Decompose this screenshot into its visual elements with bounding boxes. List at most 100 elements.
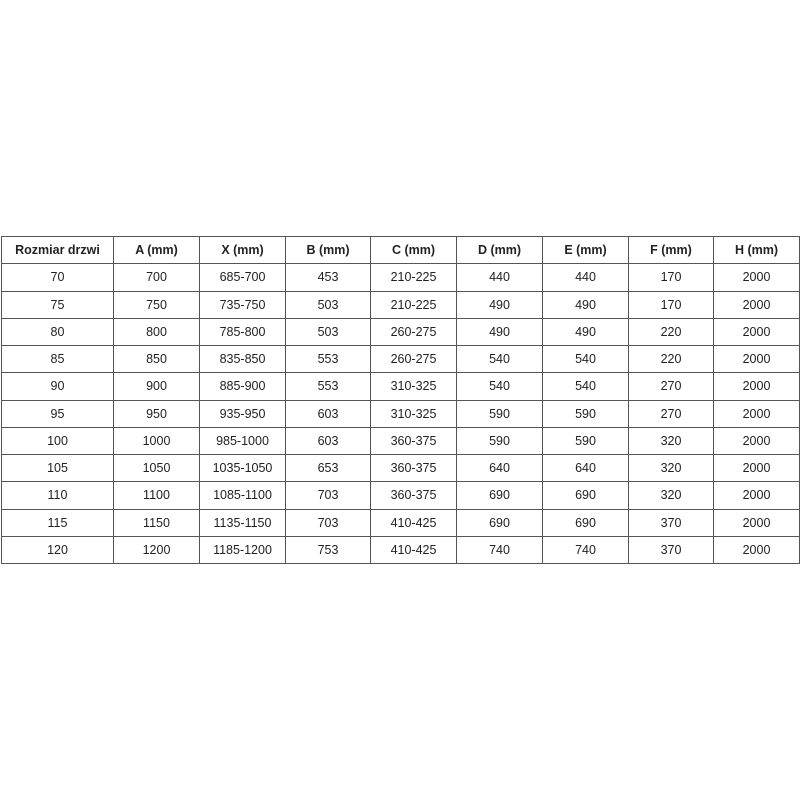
table-cell: 105 bbox=[1, 453, 114, 483]
table-cell: 85 bbox=[1, 344, 114, 374]
table-cell: 703 bbox=[285, 481, 371, 510]
table-cell: 260-275 bbox=[370, 344, 457, 374]
table-cell: 115 bbox=[1, 508, 114, 537]
table-cell: 540 bbox=[542, 372, 629, 401]
dimensions-table: Rozmiar drzwi A (mm) X (mm) B (mm) C (mm) D (… bbox=[1, 235, 800, 565]
table-row: 90 900 885-900 553 310-325 540 540 270 2000 bbox=[1, 372, 800, 401]
table-cell: 210-225 bbox=[370, 263, 457, 292]
column-header: H (mm) bbox=[713, 235, 800, 265]
table-cell: 900 bbox=[113, 372, 200, 401]
table-cell: 2000 bbox=[713, 426, 800, 456]
table-cell: 410-425 bbox=[370, 508, 457, 537]
table-cell: 100 bbox=[1, 426, 114, 456]
table-cell: 703 bbox=[285, 508, 371, 537]
table-cell: 1035-1050 bbox=[199, 453, 286, 483]
header-row: Rozmiar drzwi A (mm) X (mm) B (mm) C (mm) D (… bbox=[1, 235, 800, 265]
table-cell: 690 bbox=[542, 508, 629, 537]
table-row: 80 800 785-800 503 260-275 490 490 220 2000 bbox=[1, 317, 800, 347]
table-cell: 270 bbox=[628, 372, 714, 401]
table-cell: 1135-1150 bbox=[199, 508, 286, 537]
column-header: E (mm) bbox=[542, 235, 629, 265]
table-cell: 80 bbox=[1, 317, 114, 347]
table-cell: 75 bbox=[1, 290, 114, 319]
table-cell: 490 bbox=[542, 290, 629, 319]
table-cell: 740 bbox=[456, 535, 543, 565]
table-row: 95 950 935-950 603 310-325 590 590 270 2000 bbox=[1, 399, 800, 428]
table-cell: 540 bbox=[456, 372, 543, 401]
table-cell: 440 bbox=[456, 263, 543, 292]
table-cell: 1185-1200 bbox=[199, 535, 286, 565]
table-cell: 2000 bbox=[713, 317, 800, 347]
table-row: 70 700 685-700 453 210-225 440 440 170 2000 bbox=[1, 263, 800, 292]
table-cell: 360-375 bbox=[370, 453, 457, 483]
table-cell: 1000 bbox=[113, 426, 200, 456]
column-header: X (mm) bbox=[199, 235, 286, 265]
table-cell: 320 bbox=[628, 481, 714, 510]
column-header: F (mm) bbox=[628, 235, 714, 265]
table-cell: 453 bbox=[285, 263, 371, 292]
table-cell: 935-950 bbox=[199, 399, 286, 428]
column-header: A (mm) bbox=[113, 235, 200, 265]
table-cell: 2000 bbox=[713, 535, 800, 565]
table-cell: 310-325 bbox=[370, 399, 457, 428]
table-cell: 110 bbox=[1, 481, 114, 510]
table-cell: 170 bbox=[628, 263, 714, 292]
table-cell: 310-325 bbox=[370, 372, 457, 401]
column-header: D (mm) bbox=[456, 235, 543, 265]
table-cell: 410-425 bbox=[370, 535, 457, 565]
table-cell: 735-750 bbox=[199, 290, 286, 319]
table-row: 100 1000 985-1000 603 360-375 590 590 320 2000 bbox=[1, 426, 800, 456]
table-cell: 120 bbox=[1, 535, 114, 565]
table-cell: 90 bbox=[1, 372, 114, 401]
table-cell: 490 bbox=[542, 317, 629, 347]
table-cell: 360-375 bbox=[370, 426, 457, 456]
table-cell: 1150 bbox=[113, 508, 200, 537]
table-cell: 2000 bbox=[713, 399, 800, 428]
table-cell: 553 bbox=[285, 372, 371, 401]
table-cell: 540 bbox=[542, 344, 629, 374]
column-header: C (mm) bbox=[370, 235, 457, 265]
table-cell: 2000 bbox=[713, 508, 800, 537]
table-cell: 540 bbox=[456, 344, 543, 374]
table-cell: 360-375 bbox=[370, 481, 457, 510]
table-cell: 490 bbox=[456, 317, 543, 347]
table-cell: 2000 bbox=[713, 481, 800, 510]
table-cell: 590 bbox=[456, 426, 543, 456]
table-cell: 685-700 bbox=[199, 263, 286, 292]
table-cell: 2000 bbox=[713, 290, 800, 319]
table-cell: 1050 bbox=[113, 453, 200, 483]
column-header: Rozmiar drzwi bbox=[1, 235, 114, 265]
table-cell: 1085-1100 bbox=[199, 481, 286, 510]
table-cell: 95 bbox=[1, 399, 114, 428]
table-cell: 603 bbox=[285, 426, 371, 456]
table-cell: 70 bbox=[1, 263, 114, 292]
table-cell: 370 bbox=[628, 508, 714, 537]
table-cell: 2000 bbox=[713, 263, 800, 292]
table-cell: 590 bbox=[542, 426, 629, 456]
table-cell: 320 bbox=[628, 453, 714, 483]
table-row: 120 1200 1185-1200 753 410-425 740 740 370 2000 bbox=[1, 535, 800, 565]
table-cell: 653 bbox=[285, 453, 371, 483]
table-cell: 603 bbox=[285, 399, 371, 428]
table-cell: 320 bbox=[628, 426, 714, 456]
table-row: 115 1150 1135-1150 703 410-425 690 690 370 2000 bbox=[1, 508, 800, 537]
table-row: 75 750 735-750 503 210-225 490 490 170 2000 bbox=[1, 290, 800, 319]
table-cell: 503 bbox=[285, 290, 371, 319]
table-cell: 1100 bbox=[113, 481, 200, 510]
table-cell: 690 bbox=[456, 508, 543, 537]
table-cell: 885-900 bbox=[199, 372, 286, 401]
table-cell: 490 bbox=[456, 290, 543, 319]
table-cell: 700 bbox=[113, 263, 200, 292]
table-row: 85 850 835-850 553 260-275 540 540 220 2000 bbox=[1, 344, 800, 374]
table-cell: 785-800 bbox=[199, 317, 286, 347]
table-cell: 2000 bbox=[713, 344, 800, 374]
table-cell: 750 bbox=[113, 290, 200, 319]
table-cell: 950 bbox=[113, 399, 200, 428]
table-cell: 220 bbox=[628, 317, 714, 347]
table-cell: 440 bbox=[542, 263, 629, 292]
table-cell: 690 bbox=[542, 481, 629, 510]
table-cell: 640 bbox=[542, 453, 629, 483]
table-cell: 503 bbox=[285, 317, 371, 347]
table-row: 105 1050 1035-1050 653 360-375 640 640 320 2000 bbox=[1, 453, 800, 483]
table-cell: 740 bbox=[542, 535, 629, 565]
